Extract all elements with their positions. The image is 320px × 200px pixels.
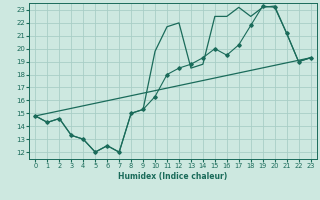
X-axis label: Humidex (Indice chaleur): Humidex (Indice chaleur)	[118, 172, 228, 181]
